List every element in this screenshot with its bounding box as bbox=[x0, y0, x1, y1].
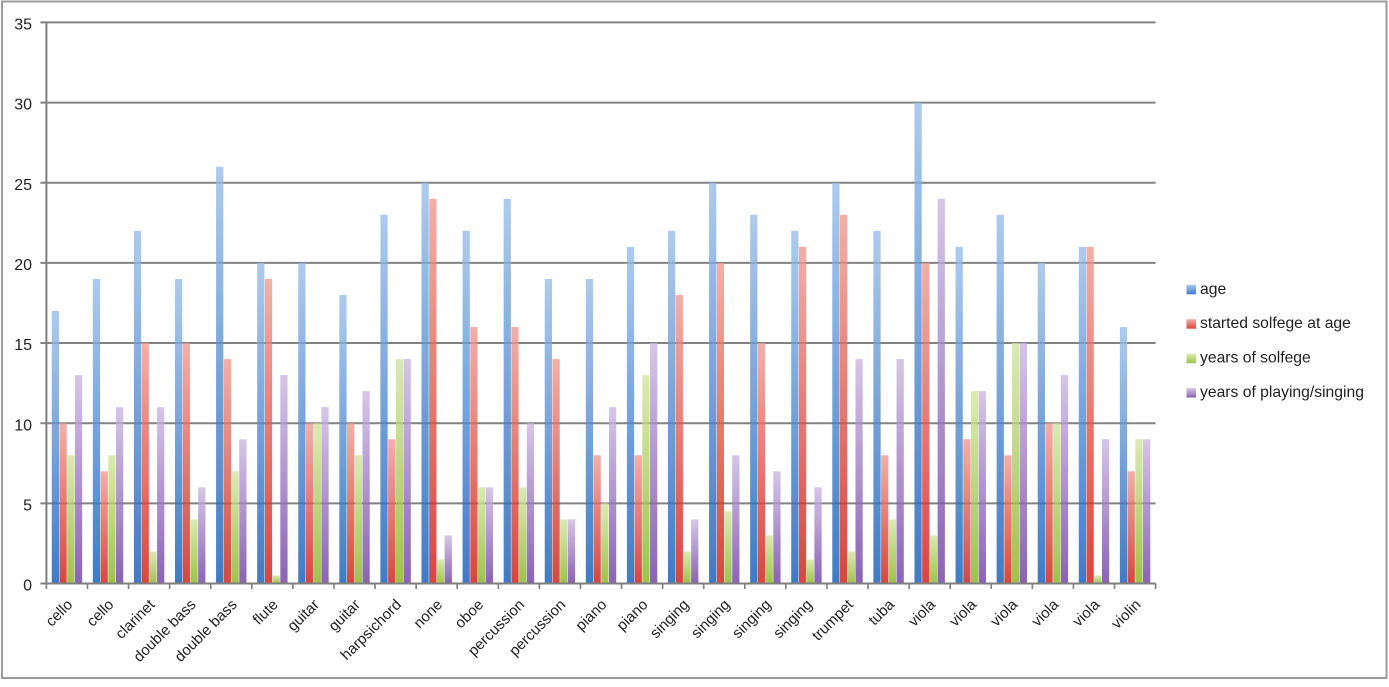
svg-text:0: 0 bbox=[23, 578, 32, 595]
svg-text:35: 35 bbox=[14, 17, 32, 34]
svg-text:10: 10 bbox=[14, 417, 32, 434]
svg-text:15: 15 bbox=[14, 337, 32, 354]
svg-text:started solfege at age: started solfege at age bbox=[1200, 315, 1351, 332]
svg-text:20: 20 bbox=[14, 257, 32, 274]
svg-text:age: age bbox=[1200, 281, 1226, 298]
svg-text:25: 25 bbox=[14, 177, 32, 194]
svg-text:30: 30 bbox=[14, 97, 32, 114]
svg-text:5: 5 bbox=[23, 498, 32, 515]
svg-text:years of playing/singing: years of playing/singing bbox=[1200, 384, 1364, 401]
svg-text:years of solfege: years of solfege bbox=[1200, 350, 1311, 367]
